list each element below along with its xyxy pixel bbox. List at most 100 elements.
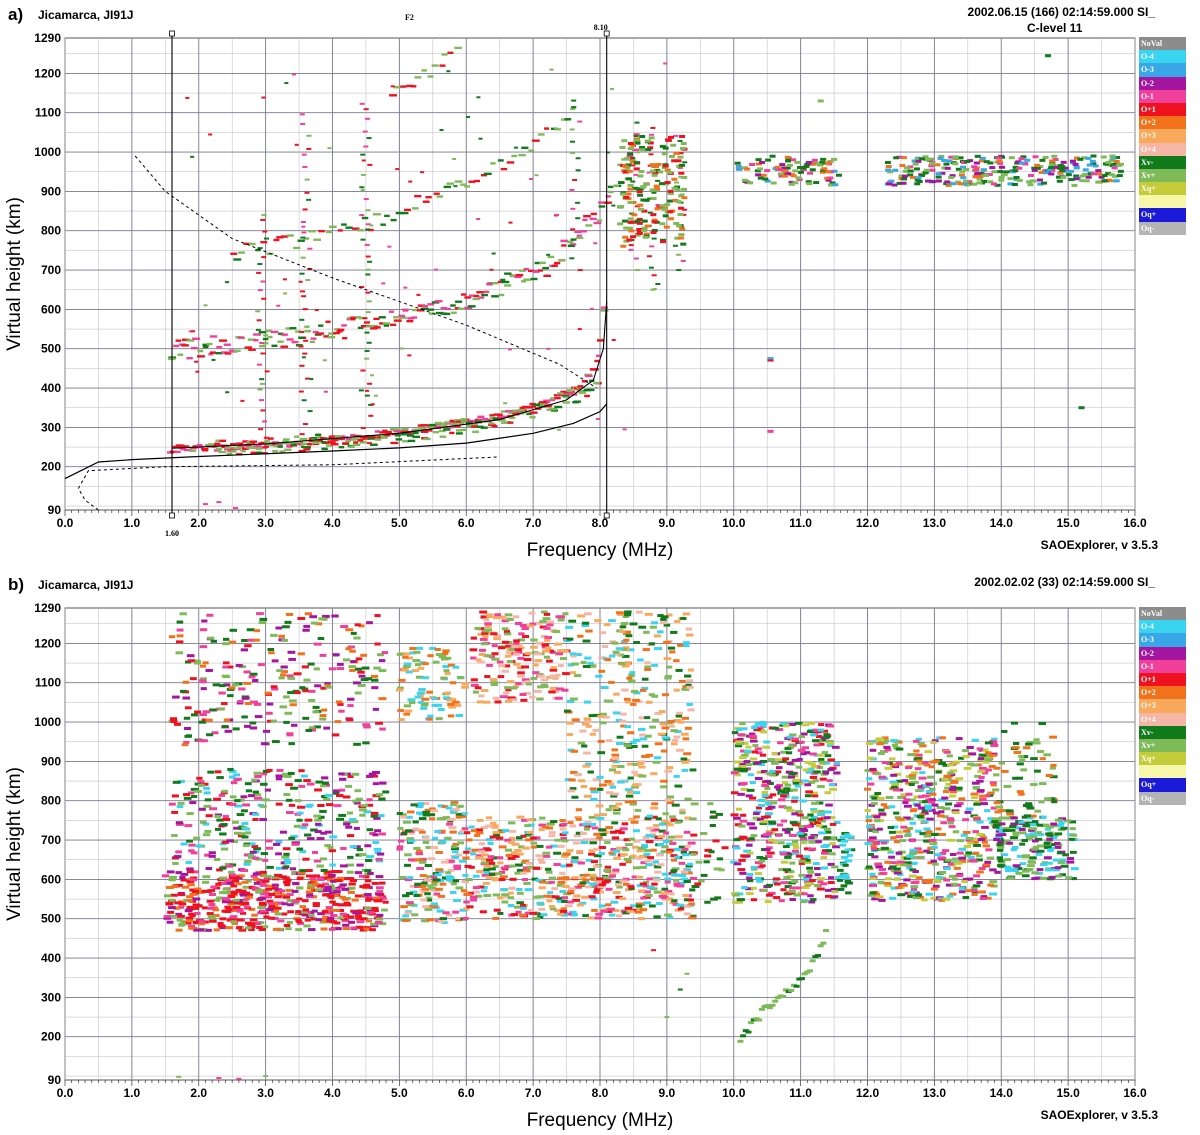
echo-mark [491,652,499,656]
echo-mark [213,858,221,862]
x-tick-label: 13.0 [923,516,947,530]
echo-mark [620,621,629,625]
echo-mark [505,650,514,654]
echo-mark [475,658,482,662]
echo-mark [624,843,633,847]
echo-mark [372,707,379,711]
echo-mark [303,678,311,682]
echo-mark [530,277,538,281]
echo-mark [374,829,382,833]
echo-mark [1082,168,1089,172]
echo-mark [1098,175,1105,179]
echo-mark [827,758,835,762]
echo-mark [346,811,353,815]
echo-mark [610,758,617,762]
echo-mark [458,421,465,425]
echo-mark [780,722,789,726]
echo-mark [629,904,637,908]
echo-mark [671,177,678,181]
echo-mark [742,741,749,745]
echo-mark [542,266,549,270]
echo-mark [203,786,210,790]
echo-mark [189,892,198,896]
echo-mark [299,318,305,321]
echo-mark [789,886,796,890]
echo-mark [474,179,480,183]
echo-mark [349,818,357,822]
echo-mark [507,821,516,825]
echo-mark [396,847,403,851]
echo-mark [345,439,351,443]
echo-mark [779,723,786,727]
echo-mark [575,808,583,812]
echo-mark [786,808,795,812]
echo-mark [475,856,482,860]
x-tick-label: 10.0 [722,516,746,530]
echo-mark [227,894,235,898]
echo-mark [587,770,594,774]
echo-mark [224,446,232,449]
echo-mark [402,914,409,918]
echo-mark [609,830,618,834]
echo-mark [355,916,362,920]
echo-mark [652,860,659,864]
echo-mark [524,406,531,409]
timestamp: 2002.06.15 (166) 02:14:59.000 SI_ [967,5,1155,19]
echo-mark [649,625,657,629]
echo-mark [243,242,252,246]
echo-mark [487,861,496,865]
echo-mark [542,851,551,855]
echo-mark [280,345,289,348]
echo-mark [403,662,412,666]
echo-mark [597,787,604,791]
echo-mark [575,169,581,172]
echo-mark [184,706,192,710]
echo-mark [675,668,683,672]
x-axis-ticks [64,510,1136,516]
echo-mark [382,900,389,904]
echo-mark [632,866,641,870]
echo-mark [359,286,365,289]
echo-mark [759,759,768,763]
echo-mark [236,442,244,445]
echo-mark [420,171,425,174]
echo-mark [648,136,655,140]
echo-mark [486,283,493,286]
echo-mark [653,915,661,919]
echo-mark [539,261,546,265]
echo-mark [929,168,936,172]
echo-mark [415,811,424,815]
echo-mark [472,690,480,694]
echo-mark [346,718,354,722]
echo-mark [550,666,557,670]
echo-mark [669,841,677,845]
echo-mark [232,446,240,450]
echo-mark [276,304,281,307]
echo-mark [577,328,582,331]
echo-mark [493,833,501,837]
echo-mark [305,446,311,449]
echo-mark [632,698,640,702]
echo-mark [347,855,354,859]
echo-mark [749,757,758,761]
echo-mark [163,915,172,919]
echo-mark [508,841,516,845]
echo-mark [306,803,314,807]
echo-mark [324,682,331,686]
echo-mark [324,844,331,848]
echo-mark [185,860,193,864]
echo-mark [559,657,568,661]
echo-mark [825,803,833,807]
echo-mark [210,885,218,889]
echo-mark [549,68,554,71]
echo-mark [268,651,275,655]
echo-mark [420,703,428,707]
echo-mark [485,613,493,617]
echo-mark [270,719,277,723]
echo-mark [627,152,634,156]
echo-mark [626,169,633,173]
echo-mark [782,724,790,728]
echo-mark [1037,165,1044,169]
echo-mark [612,652,621,656]
echo-mark [393,86,401,89]
